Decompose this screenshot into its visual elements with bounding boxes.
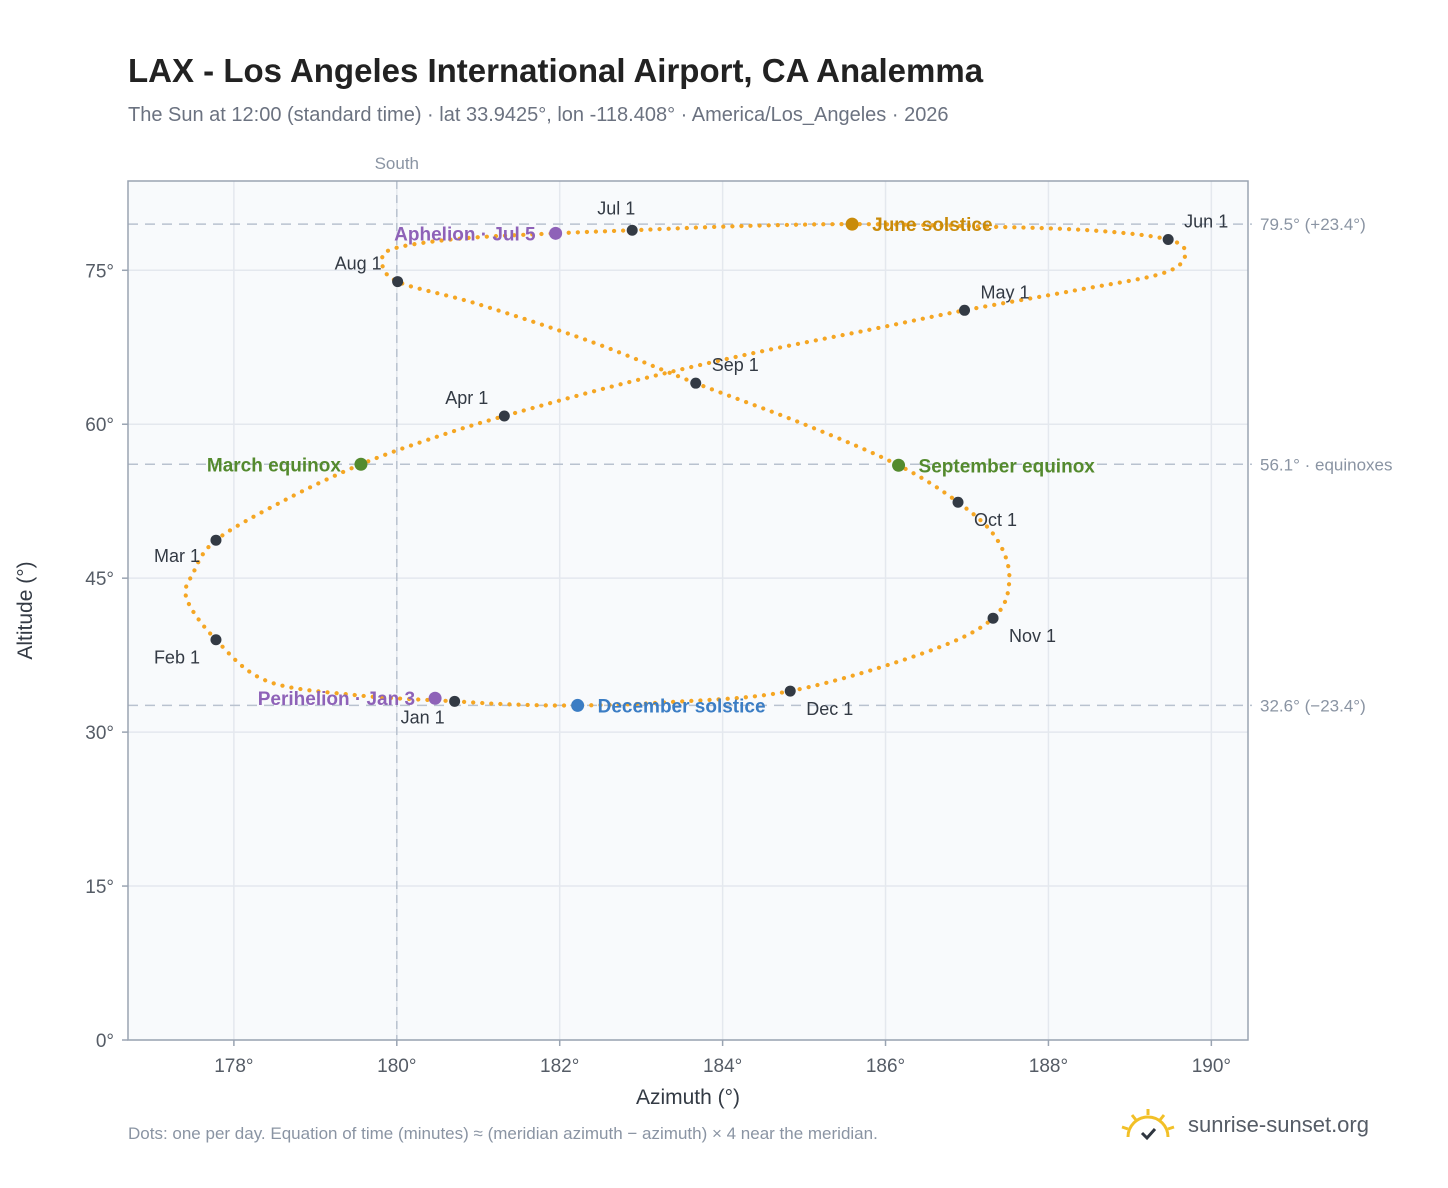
- y-tick-label: 45°: [85, 569, 114, 590]
- reference-line-label: 32.6° (−23.4°): [1260, 696, 1366, 715]
- reference-line-label: 79.5° (+23.4°): [1260, 215, 1366, 234]
- event-label: September equinox: [919, 456, 1096, 477]
- month-marker-label: Feb 1: [154, 648, 200, 668]
- event-marker: [354, 457, 368, 471]
- plot-area: [128, 181, 1248, 1040]
- y-tick-label: 15°: [85, 877, 114, 898]
- y-tick-label: 60°: [85, 415, 114, 436]
- meridian-label: South: [375, 154, 419, 173]
- plot-frame: [127, 180, 1249, 1041]
- month-marker: [449, 695, 461, 707]
- event-label: Perihelion · Jan 3: [258, 689, 415, 710]
- month-marker-label: Aug 1: [335, 254, 382, 274]
- month-marker: [987, 612, 999, 624]
- month-marker-label: Oct 1: [974, 510, 1017, 530]
- brand-name: sunrise-sunset.org: [1188, 1112, 1369, 1137]
- month-marker: [1162, 233, 1174, 245]
- month-marker-label: Sep 1: [712, 355, 759, 375]
- chart-title: LAX - Los Angeles International Airport,…: [128, 52, 984, 89]
- month-marker-label: Dec 1: [806, 699, 853, 719]
- y-tick-label: 0°: [96, 1031, 114, 1052]
- month-marker-label: Jan 1: [401, 707, 445, 727]
- event-label: June solstice: [872, 215, 992, 236]
- event-marker: [845, 217, 859, 231]
- sun-logo-icon: [1121, 1109, 1175, 1141]
- month-marker: [626, 224, 638, 236]
- x-tick-label: 184°: [703, 1056, 742, 1077]
- month-marker: [210, 634, 222, 646]
- event-marker: [549, 226, 563, 240]
- y-tick-label: 30°: [85, 723, 114, 744]
- month-marker: [690, 377, 702, 389]
- x-tick-label: 186°: [866, 1056, 905, 1077]
- brand[interactable]: sunrise-sunset.org: [1120, 1100, 1369, 1150]
- month-marker: [392, 276, 404, 288]
- x-tick-label: 188°: [1029, 1056, 1068, 1077]
- x-tick-label: 190°: [1192, 1056, 1231, 1077]
- x-tick-label: 182°: [540, 1056, 579, 1077]
- event-label: March equinox: [207, 455, 342, 476]
- month-marker-label: May 1: [981, 282, 1030, 302]
- y-axis-label: Altitude (°): [14, 561, 37, 659]
- reference-line-label: 56.1° · equinoxes: [1260, 455, 1393, 474]
- event-marker: [428, 691, 442, 705]
- event-label: December solstice: [598, 696, 766, 717]
- month-marker-label: Jun 1: [1184, 211, 1228, 231]
- footnote: Dots: one per day. Equation of time (min…: [128, 1124, 878, 1143]
- month-marker: [959, 304, 971, 316]
- y-tick-label: 75°: [85, 261, 114, 282]
- month-marker: [784, 685, 796, 697]
- x-axis-label: Azimuth (°): [636, 1086, 740, 1109]
- month-marker-label: Apr 1: [445, 388, 488, 408]
- month-marker: [210, 534, 222, 546]
- event-marker: [892, 458, 906, 472]
- event-label: Aphelion · Jul 5: [394, 224, 536, 245]
- month-marker-label: Nov 1: [1009, 626, 1056, 646]
- event-marker: [571, 698, 585, 712]
- x-tick-label: 180°: [377, 1056, 416, 1077]
- month-marker: [498, 410, 510, 422]
- chart-subtitle: The Sun at 12:00 (standard time) · lat 3…: [128, 104, 949, 126]
- analemma-daily-dots: [183, 222, 1188, 708]
- month-marker-label: Jul 1: [597, 198, 635, 218]
- x-tick-label: 178°: [214, 1056, 253, 1077]
- month-marker-label: Mar 1: [154, 546, 200, 566]
- month-marker: [952, 496, 964, 508]
